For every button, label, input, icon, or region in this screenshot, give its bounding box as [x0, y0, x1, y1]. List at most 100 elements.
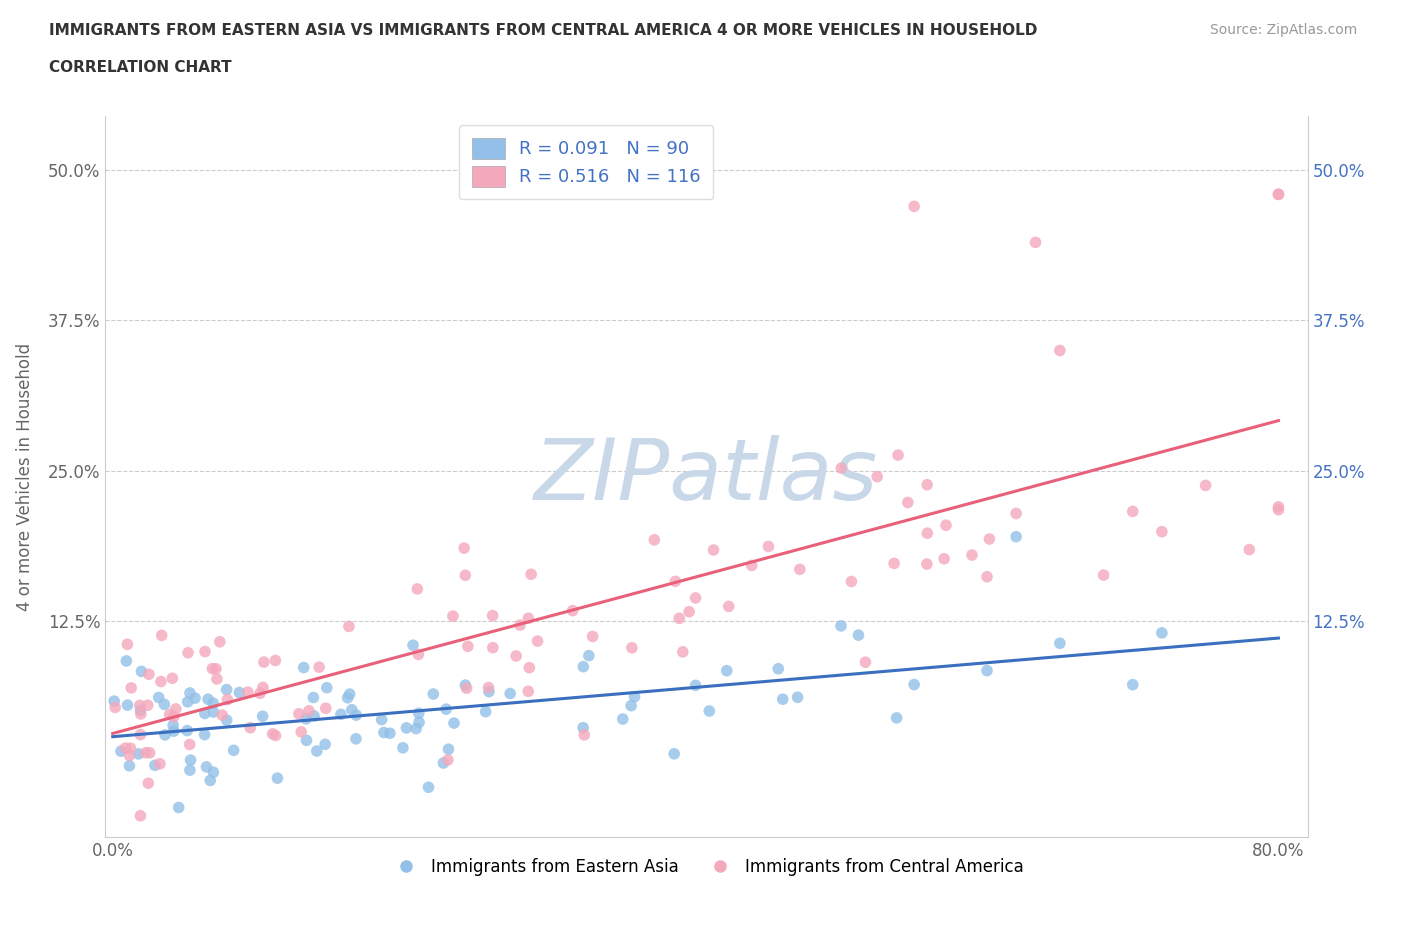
Point: [118, 758, 141, 773]
Point: [120, 740, 142, 755]
Text: CORRELATION CHART: CORRELATION CHART: [49, 60, 232, 75]
Point: [395, 721, 418, 736]
Point: [128, 747, 150, 762]
Text: Source: ZipAtlas.com: Source: ZipAtlas.com: [1209, 23, 1357, 37]
Point: [1122, 677, 1144, 692]
Point: [685, 678, 707, 693]
Point: [252, 680, 274, 695]
Point: [288, 706, 311, 721]
Point: [295, 733, 318, 748]
Point: [222, 743, 245, 758]
Point: [935, 518, 957, 533]
Point: [180, 752, 202, 767]
Point: [194, 706, 217, 721]
Point: [177, 645, 200, 660]
Point: [129, 727, 152, 742]
Point: [163, 724, 186, 738]
Point: [454, 568, 477, 583]
Point: [643, 532, 665, 547]
Point: [165, 701, 187, 716]
Point: [789, 562, 811, 577]
Point: [477, 680, 499, 695]
Point: [1150, 525, 1173, 539]
Point: [179, 685, 201, 700]
Point: [478, 684, 501, 699]
Point: [405, 721, 427, 736]
Point: [205, 661, 228, 676]
Point: [509, 618, 531, 632]
Point: [1092, 567, 1115, 582]
Point: [1267, 187, 1289, 202]
Point: [239, 721, 262, 736]
Point: [138, 667, 160, 682]
Point: [960, 548, 983, 563]
Point: [702, 542, 724, 557]
Point: [103, 694, 125, 709]
Point: [167, 800, 190, 815]
Point: [135, 745, 157, 760]
Point: [217, 692, 239, 707]
Text: IMMIGRANTS FROM EASTERN ASIA VS IMMIGRANTS FROM CENTRAL AMERICA 4 OR MORE VEHICL: IMMIGRANTS FROM EASTERN ASIA VS IMMIGRAN…: [49, 23, 1038, 38]
Point: [292, 660, 315, 675]
Point: [1049, 636, 1071, 651]
Point: [432, 755, 454, 770]
Point: [129, 707, 152, 722]
Point: [236, 684, 259, 699]
Point: [408, 706, 430, 721]
Point: [1150, 626, 1173, 641]
Point: [162, 671, 184, 685]
Point: [623, 689, 645, 704]
Point: [1049, 343, 1071, 358]
Point: [520, 566, 543, 581]
Point: [337, 619, 360, 634]
Legend: Immigrants from Eastern Asia, Immigrants from Central America: Immigrants from Eastern Asia, Immigrants…: [382, 851, 1031, 883]
Point: [315, 680, 337, 695]
Point: [620, 698, 643, 713]
Point: [378, 725, 401, 740]
Point: [474, 704, 496, 719]
Point: [149, 756, 172, 771]
Point: [153, 727, 176, 742]
Point: [197, 692, 219, 707]
Point: [302, 709, 325, 724]
Point: [620, 641, 643, 656]
Point: [315, 701, 337, 716]
Point: [422, 686, 444, 701]
Point: [344, 708, 367, 723]
Point: [866, 470, 889, 485]
Point: [402, 638, 425, 653]
Point: [499, 686, 522, 701]
Point: [118, 748, 141, 763]
Point: [903, 677, 925, 692]
Point: [302, 690, 325, 705]
Point: [117, 698, 139, 712]
Point: [572, 720, 595, 735]
Point: [678, 604, 700, 619]
Point: [153, 697, 176, 711]
Point: [408, 715, 430, 730]
Point: [672, 644, 695, 659]
Point: [120, 681, 142, 696]
Point: [215, 712, 238, 727]
Point: [295, 711, 318, 726]
Point: [437, 752, 460, 767]
Point: [184, 691, 207, 706]
Point: [336, 690, 359, 705]
Point: [149, 674, 172, 689]
Point: [117, 637, 139, 652]
Point: [136, 776, 159, 790]
Point: [201, 661, 224, 676]
Point: [162, 718, 184, 733]
Point: [253, 655, 276, 670]
Point: [1005, 506, 1028, 521]
Point: [148, 690, 170, 705]
Point: [266, 771, 288, 786]
Point: [887, 447, 910, 462]
Point: [202, 764, 225, 779]
Point: [457, 639, 479, 654]
Point: [370, 712, 392, 727]
Point: [314, 737, 336, 751]
Point: [308, 659, 330, 674]
Point: [114, 740, 136, 755]
Point: [526, 633, 548, 648]
